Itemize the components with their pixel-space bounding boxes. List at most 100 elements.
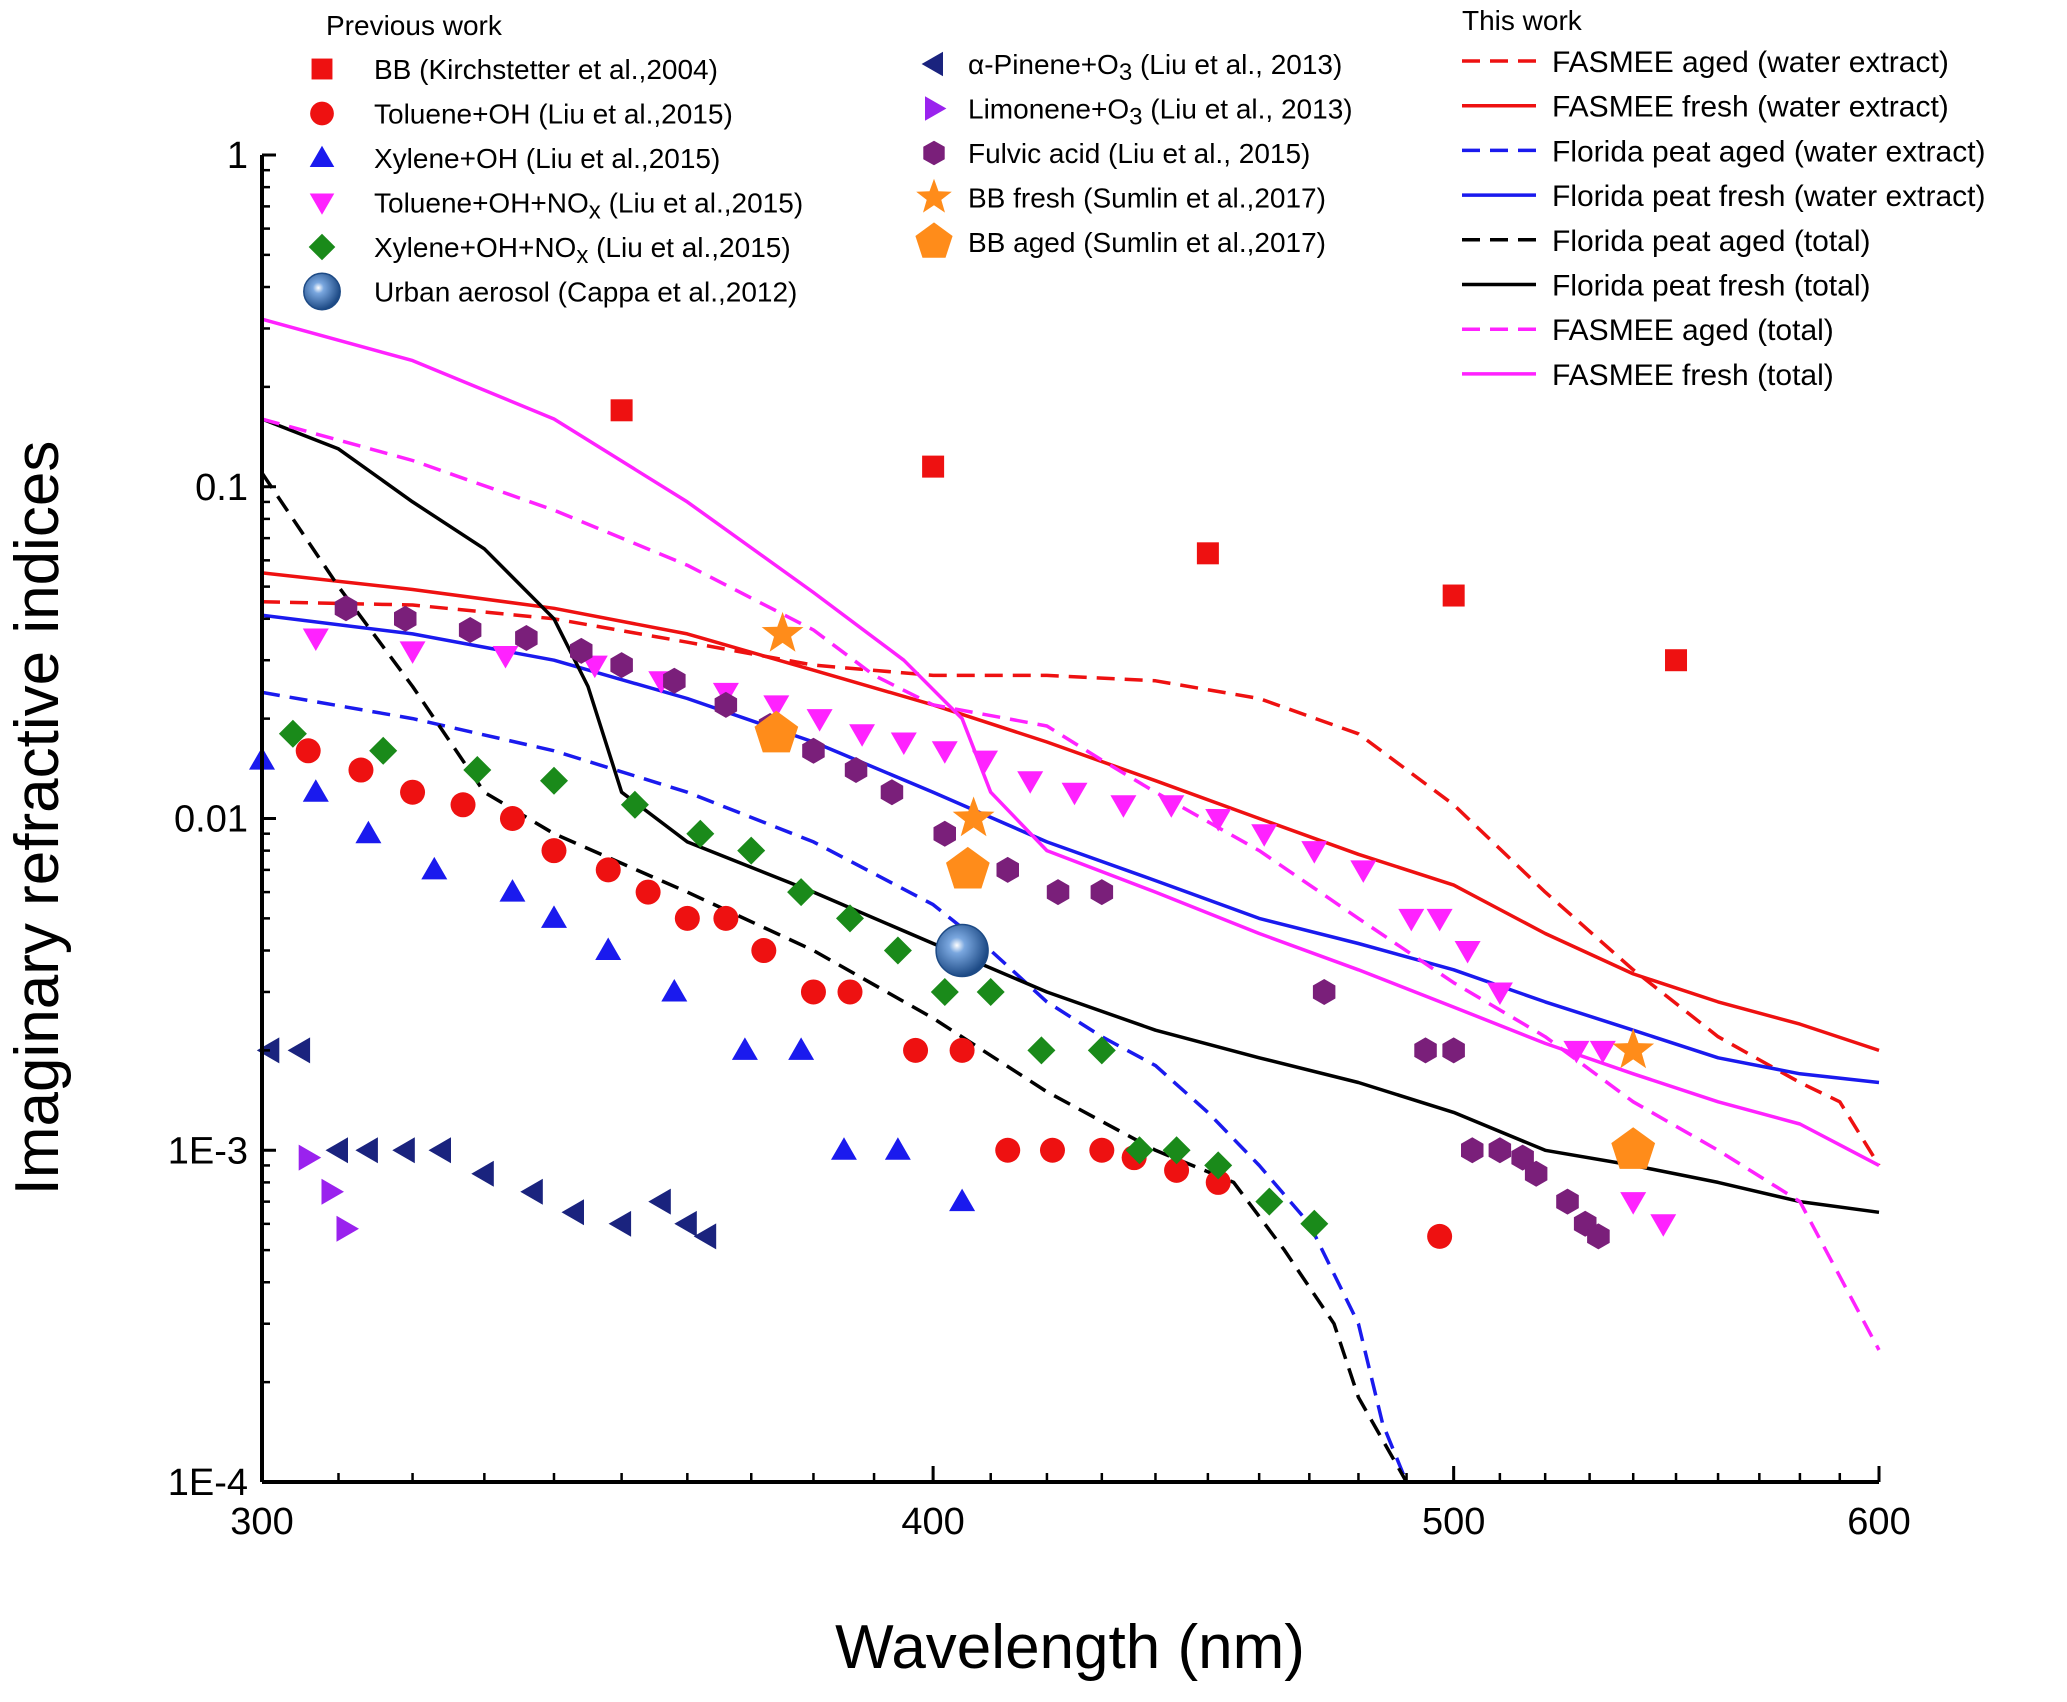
point-apinene — [428, 1137, 451, 1164]
x-tick-label: 600 — [1847, 1501, 1910, 1543]
point-fulvic — [570, 637, 593, 664]
point-toluene_oh — [1205, 1169, 1231, 1195]
legend-marker-toluene_oh — [310, 101, 334, 126]
legend-item-florida_aged_water: Florida peat aged (water extract) — [1462, 135, 1986, 168]
point-toluene_oh_nox — [1454, 941, 1481, 964]
point-bb_aged — [946, 846, 990, 889]
legend-label-fasmee_fresh_total: FASMEE fresh (total) — [1552, 359, 1834, 392]
point-bb_fresh — [761, 611, 804, 652]
point-limonene — [321, 1178, 344, 1205]
scatter-series-group — [249, 399, 1688, 1250]
legend-marker-xylene_oh_nox — [308, 233, 336, 261]
point-xylene_oh — [884, 1137, 911, 1160]
point-xylene_oh_nox — [686, 819, 715, 848]
point-toluene_oh_nox — [581, 655, 608, 679]
point-xylene_oh_nox — [976, 978, 1005, 1006]
point-fulvic — [1488, 1137, 1512, 1164]
legend-item-fasmee_aged_water: FASMEE aged (water extract) — [1462, 46, 1949, 79]
point-bb_kirch — [922, 455, 945, 478]
point-bb_fresh — [1612, 1028, 1655, 1069]
point-apinene — [520, 1178, 543, 1205]
point-apinene — [561, 1199, 584, 1226]
x-tick-label: 500 — [1422, 1501, 1485, 1543]
legend-item-fasmee_fresh_total: FASMEE fresh (total) — [1462, 359, 1834, 392]
line-fasmee_fresh_water — [262, 571, 1880, 1053]
point-xylene_oh_nox — [1087, 1036, 1116, 1065]
point-xylene_oh_nox — [369, 736, 398, 765]
point-toluene_oh_nox — [302, 628, 329, 651]
point-fulvic — [714, 691, 738, 718]
point-toluene_oh — [400, 779, 426, 805]
point-bb_aged — [1611, 1127, 1656, 1169]
point-toluene_oh — [499, 806, 525, 831]
point-toluene_oh_nox — [931, 741, 958, 764]
point-fulvic — [1090, 879, 1114, 906]
legend-label-florida_aged_water: Florida peat aged (water extract) — [1552, 135, 1986, 168]
point-toluene_oh — [1039, 1137, 1065, 1163]
point-toluene_oh — [541, 838, 567, 864]
legend-item-xylene_oh: Xylene+OH (Liu et al.,2015) — [309, 143, 720, 174]
point-bb_fresh — [952, 796, 995, 837]
point-toluene_oh_nox — [1398, 908, 1425, 932]
point-xylene_oh_nox — [1300, 1209, 1329, 1238]
point-bb_kirch — [1196, 542, 1219, 565]
point-fulvic — [880, 779, 904, 806]
legend-label-florida_fresh_total: Florida peat fresh (total) — [1552, 270, 1870, 303]
legend-label-florida_aged_total: Florida peat aged (total) — [1552, 225, 1871, 258]
legend-label-xylene_oh_nox: Xylene+OH+NOx (Liu et al.,2015) — [374, 232, 791, 269]
legend-marker-fulvic — [923, 140, 945, 166]
legend-this-work: FASMEE aged (water extract) FASMEE fresh … — [1462, 46, 1986, 392]
series-xylene_oh — [249, 747, 976, 1212]
legend-item-florida_fresh_total: Florida peat fresh (total) — [1462, 270, 1870, 303]
legend-this-title: This work — [1462, 5, 1583, 36]
legend-item-fulvic: Fulvic acid (Liu et al., 2015) — [923, 138, 1310, 169]
point-toluene_oh_nox — [1017, 771, 1044, 794]
series-limonene — [298, 1144, 359, 1242]
legend-previous-title: Previous work — [326, 10, 503, 41]
point-xylene_oh — [595, 937, 622, 960]
point-fulvic — [1046, 879, 1070, 906]
legend-marker-toluene_oh_nox — [309, 193, 335, 215]
series-bb_kirch — [610, 399, 1688, 672]
point-toluene_oh_nox — [1158, 795, 1185, 818]
point-fulvic — [334, 595, 358, 622]
point-toluene_oh_nox — [1205, 809, 1232, 832]
legend-item-toluene_oh_nox: Toluene+OH+NOx (Liu et al.,2015) — [309, 188, 803, 225]
point-xylene_oh — [499, 879, 526, 902]
point-xylene_oh — [421, 856, 448, 880]
series-bb_aged — [754, 710, 1656, 1169]
point-fulvic — [1587, 1223, 1610, 1250]
point-fulvic — [663, 667, 686, 694]
legend-label-limonene: Limonene+O3 (Liu et al., 2013) — [968, 94, 1353, 131]
legend-label-apinene: α-Pinene+O3 (Liu et al., 2013) — [968, 49, 1342, 86]
legend-marker-urban — [303, 272, 341, 311]
point-apinene — [471, 1160, 494, 1187]
point-toluene_oh — [995, 1137, 1021, 1163]
point-toluene_oh_nox — [1110, 795, 1137, 818]
series-urban — [935, 923, 989, 978]
point-toluene_oh_nox — [890, 732, 917, 755]
point-toluene_oh — [800, 979, 826, 1005]
series-toluene_oh — [295, 738, 1453, 1249]
point-xylene_oh_nox — [883, 936, 912, 965]
point-toluene_oh — [348, 757, 374, 783]
y-tick-label: 1E-4 — [168, 1462, 248, 1504]
point-fulvic — [933, 820, 956, 847]
legend-label-fasmee_aged_water: FASMEE aged (water extract) — [1552, 46, 1949, 79]
point-toluene_oh_nox — [972, 750, 998, 774]
legend-marker-limonene — [925, 96, 947, 121]
legend-item-bb_kirch: BB (Kirchstetter et al.,2004) — [311, 54, 718, 85]
point-toluene_oh — [595, 857, 621, 883]
point-toluene_oh_nox — [1061, 782, 1088, 806]
point-toluene_oh_nox — [1486, 982, 1513, 1005]
legend-label-toluene_oh_nox: Toluene+OH+NOx (Liu et al.,2015) — [374, 188, 803, 225]
x-axis-title: Wavelength (nm) — [835, 1613, 1305, 1682]
point-xylene_oh_nox — [620, 790, 649, 819]
point-bb_aged — [754, 710, 799, 753]
legend-item-florida_fresh_water: Florida peat fresh (water extract) — [1462, 180, 1986, 213]
point-xylene_oh_nox — [836, 904, 864, 933]
point-toluene_oh_nox — [399, 641, 426, 664]
legend-item-fasmee_aged_total: FASMEE aged (total) — [1462, 314, 1834, 347]
point-xylene_oh_nox — [1204, 1151, 1233, 1180]
